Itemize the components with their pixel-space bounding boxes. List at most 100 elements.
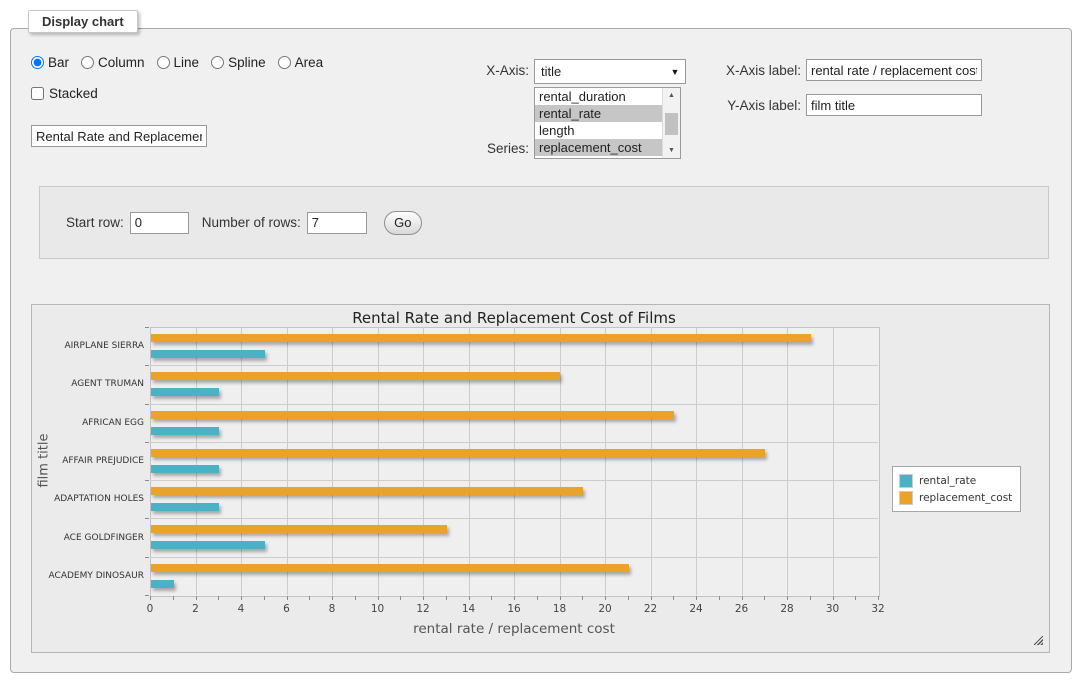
- y-axis-tick: [145, 327, 149, 328]
- scrollbar-thumb[interactable]: [665, 113, 678, 135]
- chart-type-label-column: Column: [98, 55, 145, 70]
- chart-type-radio-area[interactable]: [278, 56, 291, 69]
- legend-item-rental_rate: rental_rate: [899, 472, 1012, 489]
- y-gridline: [150, 442, 878, 443]
- series-option-replacement_cost[interactable]: replacement_cost: [535, 139, 663, 156]
- chart-type-option-spline[interactable]: Spline: [211, 55, 266, 70]
- x-axis-selected-value: title: [535, 64, 665, 79]
- chart-type-option-line[interactable]: Line: [157, 55, 200, 70]
- bar-replacement_cost: [151, 525, 447, 533]
- x-tick-label: 8: [320, 603, 344, 615]
- chart-type-radio-spline[interactable]: [211, 56, 224, 69]
- x-axis-tick: [742, 596, 743, 600]
- series-option-length[interactable]: length: [535, 122, 663, 139]
- x-tick-label: 24: [684, 603, 708, 615]
- y-axis-tick: [145, 480, 149, 481]
- chart-type-radio-column[interactable]: [81, 56, 94, 69]
- chart-type-radio-line[interactable]: [157, 56, 170, 69]
- start-row-label: Start row:: [66, 215, 124, 230]
- y-axis-tick: [145, 595, 149, 596]
- x-axis-tick: [196, 596, 197, 600]
- bar-rental_rate: [151, 427, 219, 435]
- chart-title-input[interactable]: [31, 125, 207, 147]
- chart-type-radio-bar[interactable]: [31, 56, 44, 69]
- x-axis-tick: [173, 596, 174, 600]
- x-gridline: [196, 327, 197, 595]
- x-axis-tick: [810, 596, 811, 600]
- x-tick-label: 32: [866, 603, 890, 615]
- x-gridline: [833, 327, 834, 595]
- x-axis-tick: [582, 596, 583, 600]
- query-box: Start row: Number of rows: Go: [39, 186, 1049, 259]
- scroll-down-icon[interactable]: ▼: [663, 143, 680, 158]
- x-tick-label: 28: [775, 603, 799, 615]
- x-tick-label: 10: [366, 603, 390, 615]
- resize-grip-icon[interactable]: [1034, 636, 1043, 645]
- series-option-rental_rate[interactable]: rental_rate: [535, 105, 663, 122]
- x-gridline: [287, 327, 288, 595]
- bar-rental_rate: [151, 541, 265, 549]
- series-listbox[interactable]: rental_durationrental_ratelengthreplacem…: [534, 87, 681, 159]
- category-label: AFFAIR PREJUDICE: [62, 456, 144, 466]
- x-gridline: [696, 327, 697, 595]
- stacked-checkbox[interactable]: [31, 87, 44, 100]
- num-rows-input[interactable]: [307, 212, 367, 234]
- x-gridline: [469, 327, 470, 595]
- stacked-label: Stacked: [49, 86, 98, 101]
- bar-replacement_cost: [151, 334, 811, 342]
- x-axis-tick: [287, 596, 288, 600]
- x-tick-label: 2: [184, 603, 208, 615]
- category-label: ACE GOLDFINGER: [64, 533, 144, 543]
- x-axis-tick: [719, 596, 720, 600]
- y-axis-tick: [145, 365, 149, 366]
- x-tick-label: 4: [229, 603, 253, 615]
- x-gridline: [378, 327, 379, 595]
- series-option-rental_duration[interactable]: rental_duration: [535, 88, 663, 105]
- x-tick-label: 30: [821, 603, 845, 615]
- y-gridline: [150, 365, 878, 366]
- category-label: ACADEMY DINOSAUR: [49, 571, 144, 581]
- x-axis-tick: [605, 596, 606, 600]
- y-axis-tick: [145, 442, 149, 443]
- chart-type-label-bar: Bar: [48, 55, 69, 70]
- x-gridline: [787, 327, 788, 595]
- chart-type-option-column[interactable]: Column: [81, 55, 145, 70]
- x-axis-select[interactable]: title ▼: [534, 59, 686, 84]
- y-axis-tick: [145, 518, 149, 519]
- chart-type-option-bar[interactable]: Bar: [31, 55, 69, 70]
- x-axis-label-input[interactable]: [806, 59, 982, 81]
- x-tick-label: 14: [457, 603, 481, 615]
- x-axis-tick: [628, 596, 629, 600]
- x-axis-tick: [696, 596, 697, 600]
- display-chart-legend: Display chart: [28, 10, 138, 33]
- x-tick-label: 12: [411, 603, 435, 615]
- x-axis-tick: [514, 596, 515, 600]
- x-axis-tick: [355, 596, 356, 600]
- x-axis-tick: [332, 596, 333, 600]
- y-axis-label-input[interactable]: [806, 94, 982, 116]
- x-tick-label: 0: [138, 603, 162, 615]
- chart-legend: rental_ratereplacement_cost: [892, 466, 1021, 512]
- bar-rental_rate: [151, 503, 219, 511]
- bar-rental_rate: [151, 350, 265, 358]
- x-gridline: [605, 327, 606, 595]
- x-axis-tick: [651, 596, 652, 600]
- x-axis-tick: [423, 596, 424, 600]
- go-button[interactable]: Go: [384, 211, 422, 235]
- bar-replacement_cost: [151, 411, 674, 419]
- bar-replacement_cost: [151, 449, 765, 457]
- chart-type-label-spline: Spline: [228, 55, 266, 70]
- bar-rental_rate: [151, 580, 174, 588]
- x-axis-label-label: X-Axis label:: [671, 63, 801, 78]
- stacked-row: Stacked: [31, 86, 98, 101]
- x-tick-label: 26: [730, 603, 754, 615]
- x-axis-tick: [309, 596, 310, 600]
- bar-replacement_cost: [151, 564, 629, 572]
- x-gridline: [742, 327, 743, 595]
- y-axis-title: film title: [37, 391, 52, 531]
- x-axis-tick: [560, 596, 561, 600]
- start-row-input[interactable]: [130, 212, 189, 234]
- chart-type-option-area[interactable]: Area: [278, 55, 324, 70]
- x-axis-tick: [787, 596, 788, 600]
- x-tick-label: 6: [275, 603, 299, 615]
